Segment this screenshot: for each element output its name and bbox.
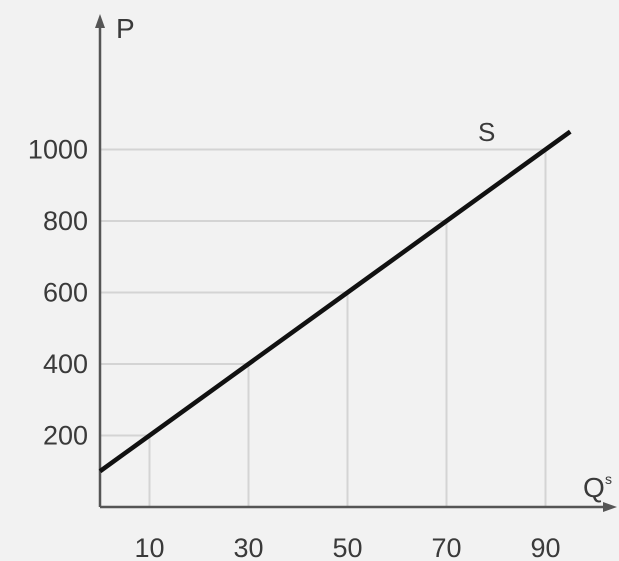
series-group bbox=[98, 129, 572, 474]
y-axis-arrow bbox=[95, 14, 105, 28]
y-tick-label-400: 400 bbox=[43, 349, 88, 379]
x-tick-label-70: 70 bbox=[431, 533, 461, 561]
x-tick-label-10: 10 bbox=[134, 533, 164, 561]
y-tick-label-200: 200 bbox=[43, 421, 88, 451]
x-axis-label-superscript: s bbox=[605, 471, 612, 487]
guide-lines bbox=[100, 148, 547, 507]
y-axis-label: P bbox=[116, 13, 135, 44]
x-tick-label-30: 30 bbox=[233, 533, 263, 561]
x-tick-label-90: 90 bbox=[530, 533, 560, 561]
y-tick-label-1000: 1000 bbox=[28, 135, 88, 165]
y-tick-labels: 200 400 600 800 1000 bbox=[28, 135, 88, 451]
axes bbox=[95, 14, 617, 512]
x-tick-label-50: 50 bbox=[332, 533, 362, 561]
y-tick-label-800: 800 bbox=[43, 206, 88, 236]
supply-curve-label: S bbox=[478, 117, 495, 147]
x-axis-label: Q bbox=[583, 472, 605, 503]
x-tick-labels: 10 30 50 70 90 bbox=[134, 533, 560, 561]
supply-curve-line bbox=[98, 129, 572, 474]
y-tick-label-600: 600 bbox=[43, 278, 88, 308]
x-axis-arrow bbox=[603, 502, 617, 512]
